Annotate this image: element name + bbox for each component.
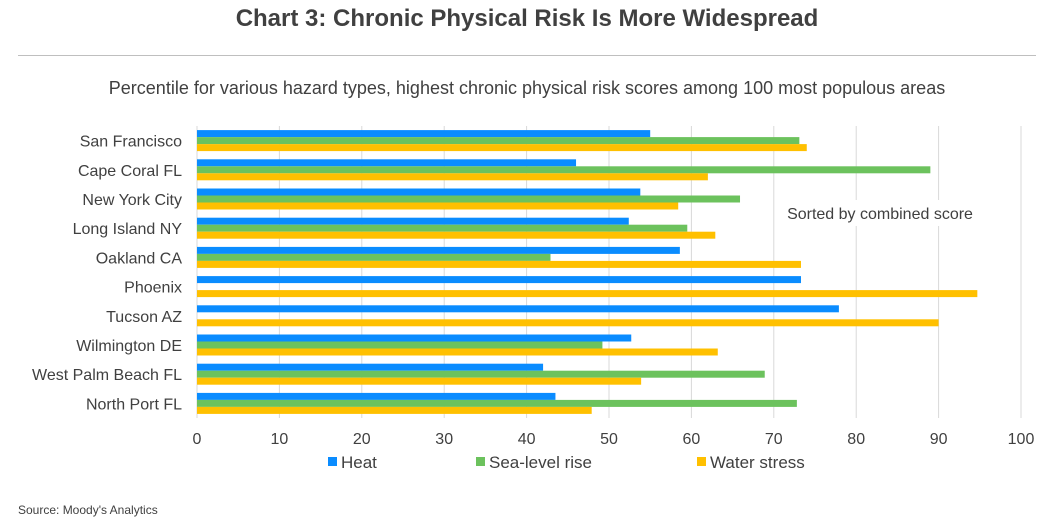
bar-heat — [197, 334, 632, 342]
annotation-background — [775, 200, 987, 226]
bar-water-stress — [197, 260, 801, 268]
bar-water-stress — [197, 290, 978, 298]
bar-heat — [197, 305, 839, 313]
bar-heat — [197, 363, 544, 371]
bar-sea-level-rise — [197, 370, 765, 378]
bar-water-stress — [197, 173, 708, 181]
x-tick-label: 70 — [765, 431, 783, 448]
bar-heat — [197, 246, 680, 254]
bar-heat — [197, 392, 556, 400]
legend-label: Water stress — [710, 453, 805, 472]
legend-swatch — [697, 457, 706, 466]
chart-subtitle: Percentile for various hazard types, hig… — [108, 78, 946, 98]
x-tick-label: 100 — [1008, 431, 1035, 448]
x-tick-label: 20 — [353, 431, 371, 448]
annotation-sorted: Sorted by combined score — [787, 206, 973, 223]
category-label: Cape Coral FL — [78, 163, 182, 180]
x-tick-label: 80 — [847, 431, 865, 448]
category-label: Oakland CA — [96, 250, 183, 267]
bar-heat — [197, 130, 651, 138]
bar-water-stress — [197, 406, 592, 414]
x-tick-label: 40 — [518, 431, 536, 448]
bar-sea-level-rise — [197, 399, 797, 407]
legend-swatch — [476, 457, 485, 466]
category-label: New York City — [82, 192, 182, 209]
bar-heat — [197, 276, 801, 284]
bar-sea-level-rise — [197, 137, 800, 145]
category-label: Wilmington DE — [76, 338, 182, 355]
bar-water-stress — [197, 202, 679, 210]
category-label: Long Island NY — [73, 221, 183, 238]
bar-sea-level-rise — [197, 341, 603, 349]
bar-sea-level-rise — [197, 195, 741, 203]
bar-sea-level-rise — [197, 253, 551, 261]
category-label: San Francisco — [80, 134, 182, 151]
bar-heat — [197, 159, 577, 167]
bar-heat — [197, 217, 629, 225]
bar-sea-level-rise — [197, 224, 688, 232]
bar-heat — [197, 188, 641, 196]
x-tick-label: 0 — [193, 431, 202, 448]
category-label: Tucson AZ — [106, 309, 182, 326]
x-tick-label: 30 — [435, 431, 453, 448]
category-label: Phoenix — [124, 280, 182, 297]
title-divider — [18, 55, 1036, 56]
x-tick-label: 60 — [683, 431, 701, 448]
bar-water-stress — [197, 319, 939, 327]
chart-title: Chart 3: Chronic Physical Risk Is More W… — [235, 5, 819, 32]
bar-sea-level-rise — [197, 166, 931, 174]
legend-swatch — [328, 457, 337, 466]
bar-water-stress — [197, 348, 718, 356]
category-label: West Palm Beach FL — [32, 367, 182, 384]
x-tick-label: 90 — [930, 431, 948, 448]
x-tick-label: 10 — [271, 431, 289, 448]
category-label: North Port FL — [86, 396, 182, 413]
legend-label: Heat — [341, 453, 377, 472]
source-note: Source: Moody's Analytics — [18, 503, 158, 517]
x-tick-label: 50 — [600, 431, 618, 448]
bar-water-stress — [197, 377, 642, 385]
legend-label: Sea-level rise — [489, 453, 592, 472]
bar-water-stress — [197, 231, 716, 239]
bar-water-stress — [197, 144, 807, 152]
